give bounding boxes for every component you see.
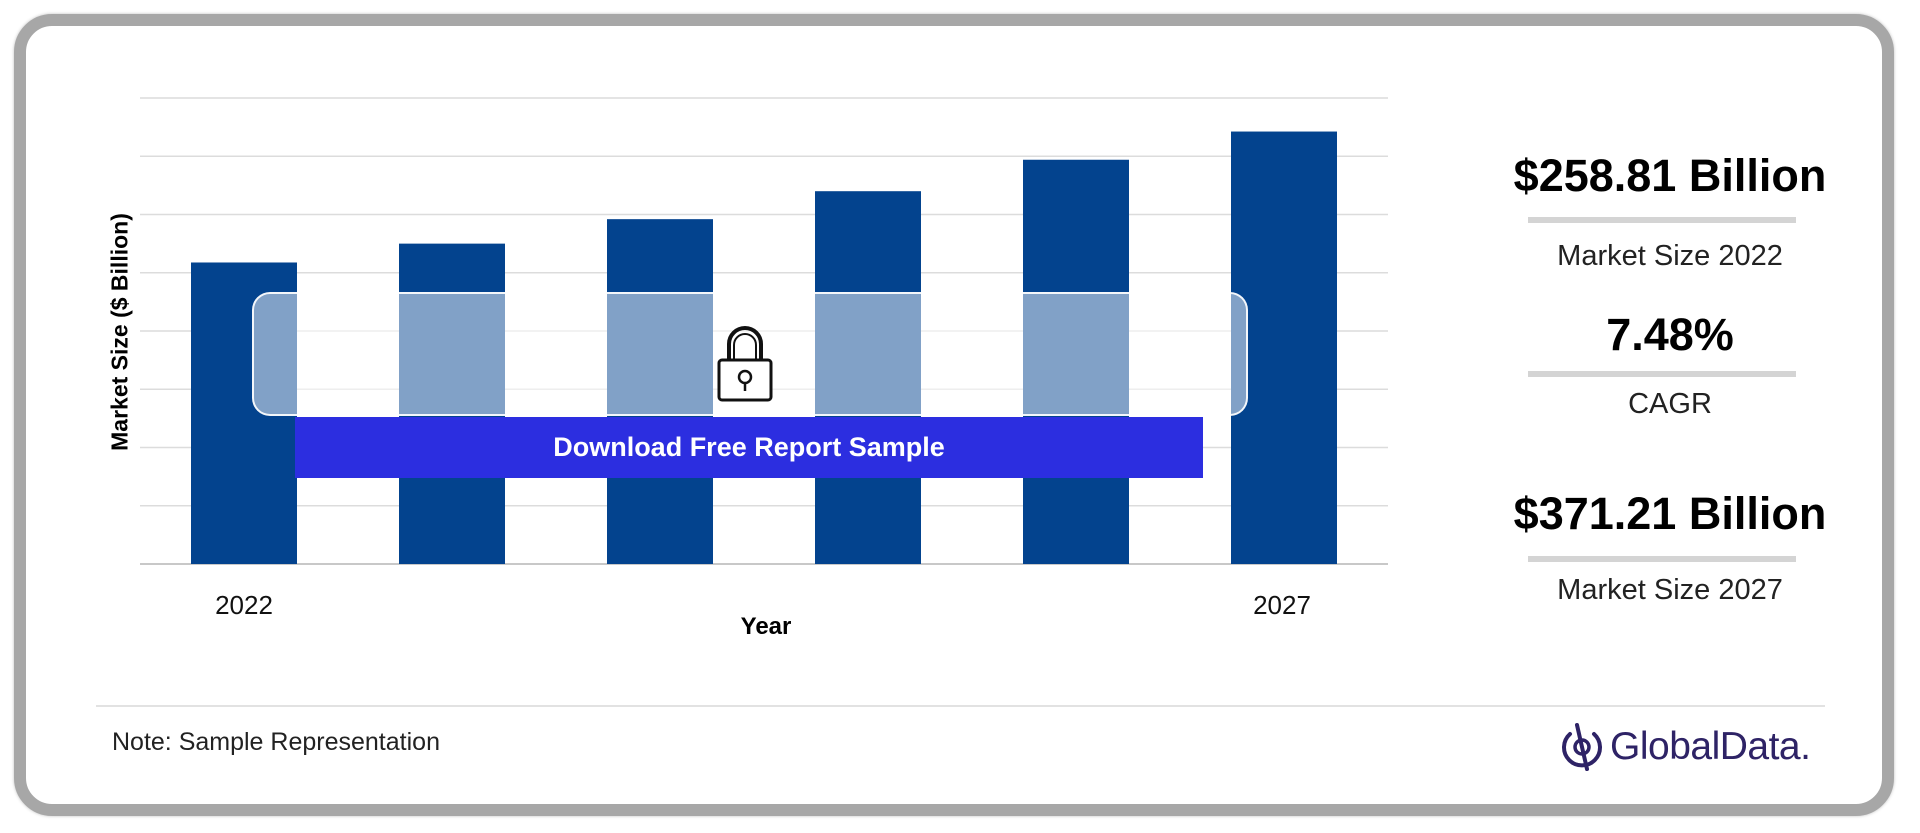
kpi-cagr-label: CAGR [1628,388,1712,420]
y-axis-title: Market Size ($ Billion) [106,213,133,451]
footer-divider [96,705,1825,707]
globaldata-logo-icon [1562,723,1602,771]
kpi-cagr-value: 7.48% [1606,309,1734,360]
bar-2027 [1231,131,1337,564]
kpi-market-size-2022-value: $258.81 Billion [1513,150,1827,201]
padlock-icon [717,326,773,402]
kpi-market-size-2022-label: Market Size 2022 [1557,240,1783,272]
x-axis-title: Year [740,613,792,640]
x-tick-label-2027: 2027 [1253,590,1311,620]
kpi-market-size-2027-value: $371.21 Billion [1513,488,1827,539]
kpi-market-size-2027-label: Market Size 2027 [1557,574,1783,606]
brand-name: GlobalData. [1610,725,1811,768]
kpi-divider [1528,556,1796,562]
kpi-divider [1528,371,1796,377]
x-tick-label-2022: 2022 [215,590,273,620]
footnote: Note: Sample Representation [112,728,440,756]
globaldata-logo: GlobalData. [1560,722,1811,772]
kpi-divider [1528,217,1796,223]
download-free-report-sample-button[interactable]: Download Free Report Sample [295,417,1203,478]
